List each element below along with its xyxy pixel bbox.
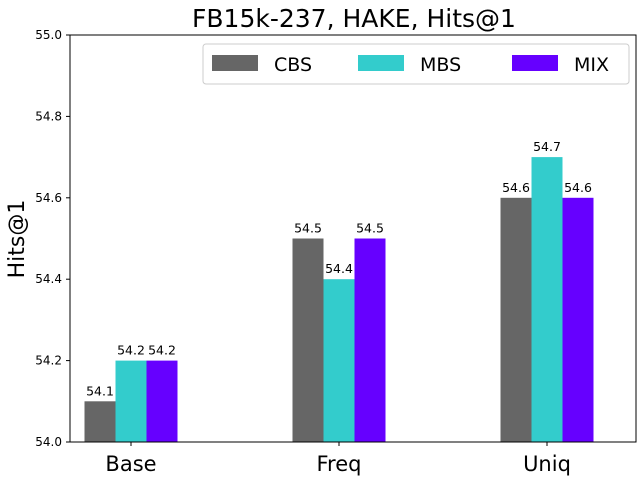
data-label-mbs-base: 54.2	[117, 343, 145, 358]
bar-cbs-uniq	[500, 197, 532, 442]
data-label-cbs-freq: 54.5	[294, 221, 322, 236]
y-tick-label: 54.6	[35, 191, 62, 205]
data-labels-layer: 54.1 54.5 54.6 54.2 54.4 54.7 54.2 54.5 54.6	[86, 139, 592, 398]
data-label-mbs-freq: 54.4	[325, 261, 353, 276]
data-label-cbs-uniq: 54.6	[502, 180, 530, 195]
data-label-mbs-uniq: 54.7	[533, 139, 561, 154]
data-label-cbs-base: 54.1	[86, 383, 114, 398]
y-tick-label: 54.2	[35, 354, 62, 368]
y-axis-label: Hits@1	[5, 200, 30, 279]
data-label-mix-base: 54.2	[148, 343, 176, 358]
axes-layer: 54.0 54.2 54.4 54.6 54.8 55.0 Base Freq Uniq	[35, 28, 637, 476]
x-tick-label-base: Base	[105, 452, 156, 476]
data-label-mix-freq: 54.5	[356, 221, 384, 236]
legend-box	[202, 43, 630, 85]
bar-cbs-freq	[292, 238, 324, 442]
bar-mix-base	[146, 360, 178, 442]
y-tick-label: 54.8	[35, 109, 62, 123]
legend-label-mix: MIX	[574, 54, 609, 76]
y-tick-label: 54.4	[35, 272, 62, 286]
legend-label-mbs: MBS	[420, 54, 461, 76]
legend: CBS MBS MIX	[202, 43, 630, 85]
legend-swatch-mbs	[358, 55, 404, 71]
y-tick-label: 55.0	[35, 28, 62, 42]
bar-mix-freq	[354, 238, 386, 442]
bars-layer	[84, 157, 594, 442]
x-tick-label-uniq: Uniq	[523, 452, 571, 476]
legend-swatch-cbs	[212, 55, 258, 71]
legend-swatch-mix	[512, 55, 558, 71]
bar-mbs-base	[115, 360, 147, 442]
bar-mbs-uniq	[531, 157, 563, 442]
chart-title: FB15k-237, HAKE, Hits@1	[192, 4, 516, 33]
bar-mix-uniq	[562, 197, 594, 442]
x-tick-label-freq: Freq	[317, 452, 362, 476]
y-tick-label: 54.0	[35, 435, 62, 449]
bar-cbs-base	[84, 401, 116, 442]
data-label-mix-uniq: 54.6	[564, 180, 592, 195]
bar-mbs-freq	[323, 279, 355, 442]
legend-label-cbs: CBS	[274, 54, 312, 76]
plot-frame	[69, 34, 637, 443]
